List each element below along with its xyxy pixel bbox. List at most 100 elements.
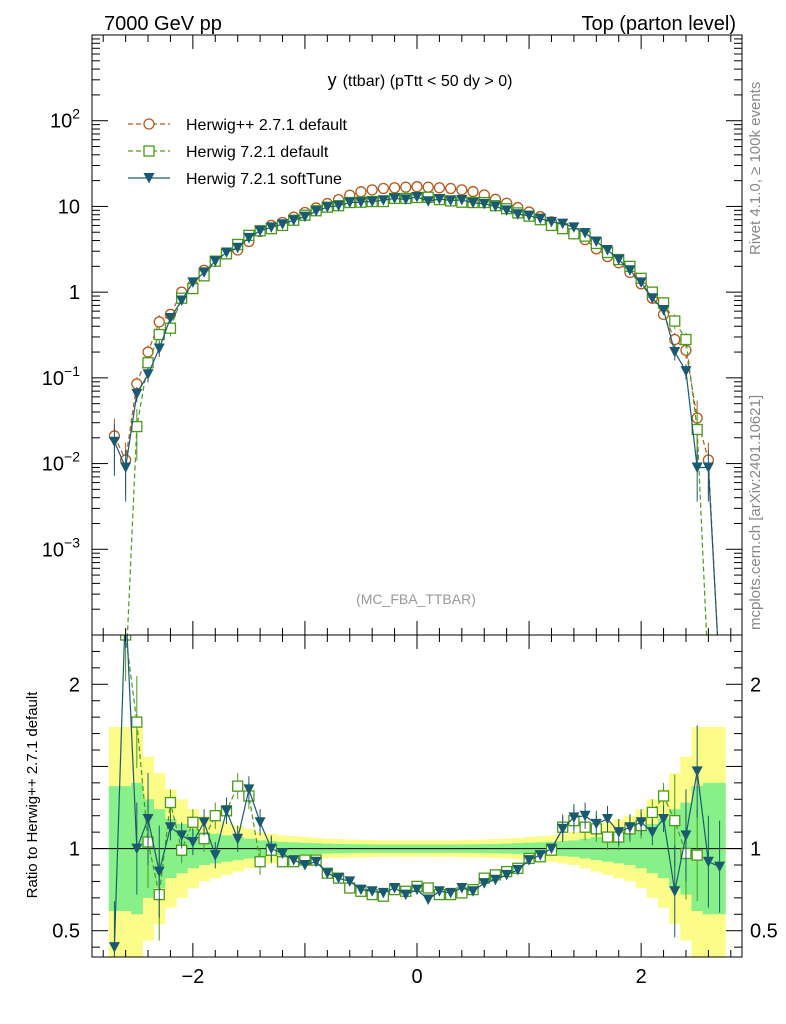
x-tick-label: −2 <box>181 966 204 988</box>
data-point <box>467 185 479 198</box>
data-point <box>545 216 557 228</box>
data-point <box>277 219 289 230</box>
ratio-y-axis-label: Ratio to Herwig++ 2.7.1 default <box>24 691 41 899</box>
analysis-watermark: (MC_FBA_TTBAR) <box>356 591 476 607</box>
y-tick-label: 102 <box>50 106 80 133</box>
ratio-y-tick-label-right: 2 <box>750 674 761 696</box>
ratio-point <box>187 816 199 828</box>
ratio-point <box>635 817 647 828</box>
data-point <box>131 388 143 400</box>
ratio-point <box>512 864 524 876</box>
y-tick-label-exponent: 2 <box>72 106 80 122</box>
x-tick-label: 2 <box>636 966 647 988</box>
ratio-point <box>557 823 569 835</box>
ratio-point <box>602 814 614 825</box>
ratio-point <box>153 866 165 878</box>
data-point <box>478 198 490 210</box>
data-point <box>333 200 345 212</box>
ratio-point <box>691 766 703 777</box>
data-point <box>702 462 714 473</box>
data-point <box>422 196 434 207</box>
plot-title: y (ttbar) (pTtt < 50 dy > 0) <box>328 70 513 90</box>
data-point <box>142 369 154 380</box>
ratio-point <box>187 837 199 848</box>
ratio-point <box>433 886 445 897</box>
ratio-point <box>389 883 401 894</box>
ratio-point <box>232 833 244 845</box>
legend-label: Herwig++ 2.7.1 default <box>186 117 348 134</box>
data-point <box>164 312 176 324</box>
data-point <box>445 195 457 207</box>
ratio-point <box>254 817 266 828</box>
energy-title: 7000 GeV pp <box>104 13 222 35</box>
ratio-point <box>445 887 457 899</box>
data-point <box>220 247 232 259</box>
ratio-point <box>545 843 557 855</box>
ratio-point <box>714 861 726 873</box>
ratio-y-tick-label-left: 1 <box>69 839 80 861</box>
ratio-point <box>658 814 670 825</box>
ratio-point <box>400 889 412 901</box>
ratio-point <box>411 884 423 896</box>
data-point <box>388 182 401 194</box>
data-point <box>355 197 367 208</box>
ratio-point <box>220 805 232 817</box>
rivet-version-label: Rivet 4.1.0, ≥ 100k events <box>747 82 764 255</box>
y-tick-label-exponent: −3 <box>64 534 80 550</box>
data-point <box>366 184 378 196</box>
data-point <box>254 225 266 237</box>
ratio-point <box>209 810 221 822</box>
ratio-point <box>164 796 177 809</box>
ratio-point <box>422 882 434 894</box>
y-tick-label-base: 10 <box>42 539 64 561</box>
data-point <box>366 196 378 208</box>
ratio-point <box>164 822 176 833</box>
ratio-point <box>131 843 143 855</box>
data-point <box>310 206 322 217</box>
data-point <box>232 242 244 254</box>
data-point <box>131 420 143 433</box>
data-point <box>433 182 446 194</box>
data-point <box>523 210 535 222</box>
data-point <box>198 267 210 278</box>
y-tick-label: 10−3 <box>42 534 80 561</box>
ratio-line <box>113 635 720 948</box>
ratio-point <box>355 884 367 896</box>
x-tick-label: 0 <box>411 966 422 988</box>
data-point <box>411 191 423 203</box>
ratio-point <box>669 886 681 897</box>
ratio-point <box>377 887 389 899</box>
data-point <box>422 181 434 193</box>
legend: Herwig++ 2.7.1 default Herwig 7.2.1 defau… <box>128 117 348 188</box>
ratio-point <box>646 827 658 838</box>
ratio-point <box>321 868 333 879</box>
data-point <box>568 222 580 233</box>
ratio-point <box>310 856 322 868</box>
ratio-point <box>590 818 602 830</box>
ratio-y-tick-label-right: 1 <box>750 839 761 861</box>
data-point <box>613 254 625 266</box>
data-point <box>590 236 602 247</box>
series-2 <box>108 191 719 635</box>
data-point <box>624 265 636 276</box>
ratio-point <box>265 843 277 855</box>
ratio-point <box>176 830 188 841</box>
ratio-point <box>131 716 143 728</box>
ratio-y-tick-label-right: 0.5 <box>750 921 778 943</box>
data-point <box>243 232 255 244</box>
data-point <box>489 201 501 212</box>
ratio-point <box>209 850 221 861</box>
ratio-point <box>702 856 714 868</box>
data-point <box>669 315 681 327</box>
legend-marker <box>143 173 155 184</box>
legend-marker <box>143 118 155 130</box>
ratio-point <box>344 876 356 887</box>
ratio-series-1 <box>108 635 726 957</box>
plot-title-sub: (ttbar) (pTtt < 50 dy > 0) <box>343 73 513 90</box>
data-point <box>680 366 692 377</box>
ratio-point <box>142 814 154 825</box>
ratio-point <box>579 810 591 822</box>
ratio-point <box>232 780 244 792</box>
data-point <box>400 194 412 205</box>
